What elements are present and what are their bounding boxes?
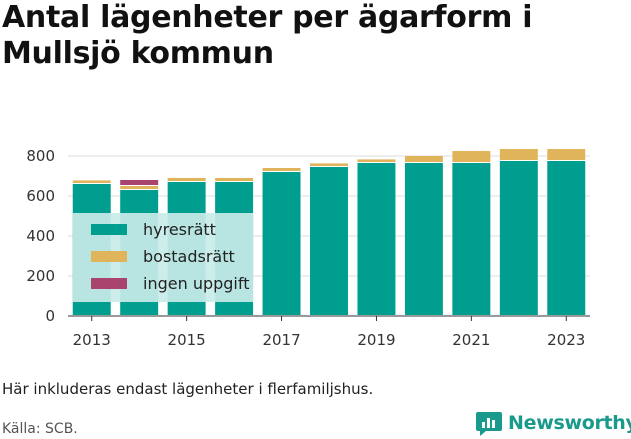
bar-segment	[72, 180, 111, 183]
bar-segment	[310, 163, 348, 166]
bar-segment	[452, 163, 491, 315]
bar-segment	[120, 180, 159, 185]
legend-label: hyresrätt	[143, 220, 216, 239]
legend-swatch	[91, 278, 127, 289]
y-tick-label: 200	[26, 267, 55, 285]
x-tick-label: 2023	[547, 331, 585, 349]
x-tick-label: 2021	[452, 331, 490, 349]
bar-segment	[262, 168, 301, 171]
newsworthy-chart-icon	[476, 412, 502, 436]
y-tick-label: 0	[45, 307, 55, 325]
legend-label: ingen uppgift	[143, 274, 250, 293]
y-axis: 0 200 400 600 800	[26, 147, 590, 325]
chart-title: Antal lägenheter per ägarform i Mullsjö …	[2, 0, 533, 71]
x-tick-label: 2017	[262, 331, 300, 349]
bar-segment	[215, 178, 254, 181]
y-tick-label: 800	[26, 147, 55, 165]
x-tick-label: 2015	[168, 331, 206, 349]
bar-segment	[357, 159, 396, 162]
bar-segment	[310, 167, 348, 315]
bar-chart: 0 200 400 600 800 2013 2015 2017 2019 2021 2023 h…	[26, 147, 590, 349]
bar-segment	[452, 151, 491, 162]
footnote: Här inkluderas endast lägenheter i flerf…	[2, 380, 374, 398]
bar-segment	[404, 156, 443, 162]
logo-text: Newsworthy	[508, 412, 631, 434]
x-tick-label: 2019	[357, 331, 395, 349]
newsworthy-logo: Newsworthy	[476, 408, 631, 438]
legend: hyresrätt bostadsrätt ingen uppgift	[91, 220, 250, 293]
bar-segment	[499, 161, 538, 315]
legend-label: bostadsrätt	[143, 247, 235, 266]
y-tick-label: 600	[26, 187, 55, 205]
y-tick-label: 400	[26, 227, 55, 245]
bar-segment	[499, 149, 538, 160]
bar-segment	[547, 149, 586, 160]
source-text: Källa: SCB.	[2, 421, 78, 437]
bar-segment	[357, 163, 396, 315]
legend-swatch	[91, 224, 127, 235]
legend-swatch	[91, 251, 127, 262]
x-axis: 2013 2015 2017 2019 2021 2023	[73, 316, 585, 349]
bar-segment	[120, 186, 159, 189]
bar-segment	[262, 172, 301, 315]
bar-segment	[404, 163, 443, 315]
bar-segment	[167, 178, 206, 181]
bar-segment	[547, 161, 586, 315]
x-tick-label: 2013	[73, 331, 111, 349]
